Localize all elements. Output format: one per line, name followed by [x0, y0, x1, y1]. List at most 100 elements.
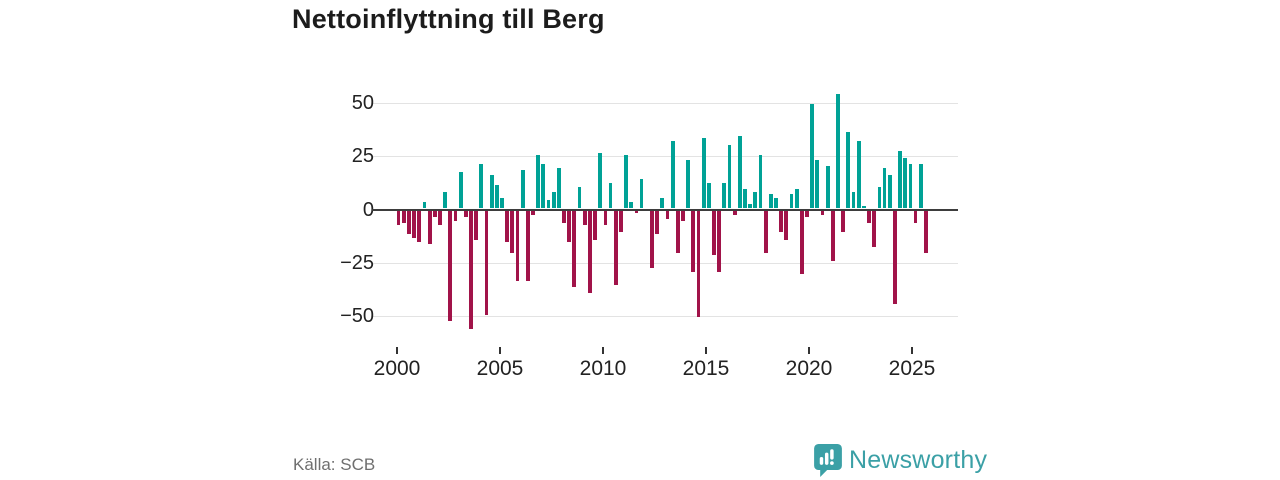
bar-2017-K2: [753, 191, 758, 209]
bar-2023-K1: [872, 210, 877, 247]
bar-2000-K4: [412, 210, 416, 239]
bar-2025-K3: [924, 210, 928, 253]
y-axis-tick-label: 0: [362, 198, 374, 221]
bar-2017-K1: [748, 204, 753, 209]
bar-2016-K1: [727, 144, 732, 209]
bar-2001-K1: [417, 210, 422, 243]
bar-2012-K4: [660, 197, 665, 209]
bar-2021-K3: [841, 210, 846, 232]
y-axis-tick-label: −50: [340, 304, 374, 327]
bar-2005-K1: [500, 197, 504, 209]
bar-2002-K3: [448, 210, 453, 321]
bar-2001-K3: [427, 210, 432, 245]
bar-2019-K2: [794, 189, 799, 209]
bar-2008-K3: [572, 210, 577, 287]
bar-2010-K4: [619, 210, 623, 232]
bar-2010-K1: [603, 210, 608, 226]
bar-2010-K3: [613, 210, 618, 285]
bar-2019-K1: [789, 193, 794, 209]
bar-2023-K3: [882, 168, 887, 209]
bar-2003-K2: [463, 210, 468, 217]
bar-2005-K2: [505, 210, 510, 243]
bar-2006-K2: [525, 210, 530, 281]
x-axis-tick-label-2010: 2010: [579, 357, 627, 380]
bar-2009-K3: [593, 210, 597, 241]
bar-2022-K1: [851, 191, 856, 209]
bar-2023-K4: [887, 174, 892, 209]
x-axis-tick: [705, 347, 707, 354]
bar-2002-K2: [443, 191, 448, 209]
bar-2017-K3: [758, 155, 763, 209]
bar-2013-K4: [681, 210, 685, 222]
bar-2014-K1: [686, 159, 691, 209]
bar-2004-K4: [494, 185, 499, 209]
bar-2009-K1: [582, 210, 587, 226]
bar-2005-K4: [515, 210, 520, 281]
x-axis-tick-label-2025: 2025: [888, 357, 936, 380]
bar-2009-K4: [598, 153, 603, 209]
bar-2002-K4: [453, 210, 458, 222]
bar-2023-K2: [877, 187, 882, 209]
bar-2007-K2: [546, 200, 551, 209]
bar-2000-K1: [396, 210, 401, 226]
bar-2020-K1: [810, 104, 815, 209]
bar-2016-K3: [737, 136, 742, 209]
bar-2006-K3: [531, 210, 535, 215]
bar-2019-K3: [799, 210, 804, 275]
bar-2012-K3: [655, 210, 659, 234]
bar-2004-K2: [484, 210, 489, 315]
bar-2011-K2: [629, 202, 634, 209]
bar-2015-K1: [706, 183, 711, 209]
bar-2024-K3: [903, 157, 908, 209]
x-axis-tick-label-2000: 2000: [373, 357, 421, 380]
x-axis-tick: [396, 347, 398, 354]
bar-2022-K2: [856, 140, 861, 209]
brand-name: Newsworthy: [849, 446, 988, 474]
bar-2025-K1: [913, 210, 918, 224]
bar-2015-K4: [722, 183, 727, 209]
x-axis-tick: [911, 347, 913, 354]
bar-2024-K4: [908, 163, 913, 209]
bar-2021-K4: [846, 132, 851, 209]
bar-2016-K2: [732, 210, 737, 215]
bar-2020-K4: [825, 166, 830, 209]
gridline-y--50: [372, 315, 958, 317]
bar-2003-K1: [458, 172, 463, 209]
newsworthy-icon: [814, 444, 842, 477]
bar-2024-K1: [893, 210, 897, 304]
bar-2009-K2: [587, 210, 592, 294]
bar-2022-K3: [862, 206, 866, 209]
y-axis-tick-label: −25: [340, 251, 374, 274]
bar-2020-K3: [820, 210, 825, 215]
bar-2014-K3: [696, 210, 701, 317]
bar-2000-K2: [401, 210, 406, 224]
bar-2008-K1: [562, 210, 566, 224]
bar-2005-K3: [510, 210, 515, 253]
bar-2018-K3: [779, 210, 784, 232]
bar-2003-K3: [469, 210, 473, 330]
x-axis-tick: [499, 347, 501, 354]
x-axis-tick: [602, 347, 604, 354]
zero-baseline: [372, 208, 958, 211]
bar-2018-K2: [774, 197, 778, 209]
bar-2018-K1: [768, 193, 773, 209]
bar-2021-K1: [830, 210, 835, 262]
bar-2007-K3: [551, 191, 556, 209]
bar-2013-K1: [665, 210, 670, 219]
bar-2017-K4: [763, 210, 768, 253]
bar-2016-K4: [743, 189, 747, 209]
bar-2011-K4: [639, 178, 644, 209]
bar-2015-K3: [717, 210, 722, 273]
gridline-y-25: [372, 156, 958, 158]
y-axis-tick-label: 50: [351, 92, 374, 115]
x-axis-tick: [808, 347, 810, 354]
bar-2022-K4: [867, 210, 871, 224]
bar-2020-K2: [815, 159, 820, 209]
bar-2004-K1: [479, 163, 484, 209]
bar-2006-K1: [520, 170, 525, 209]
bar-2014-K4: [701, 138, 706, 209]
brand-logo: Newsworthy: [814, 444, 987, 477]
bar-2003-K4: [474, 210, 479, 241]
